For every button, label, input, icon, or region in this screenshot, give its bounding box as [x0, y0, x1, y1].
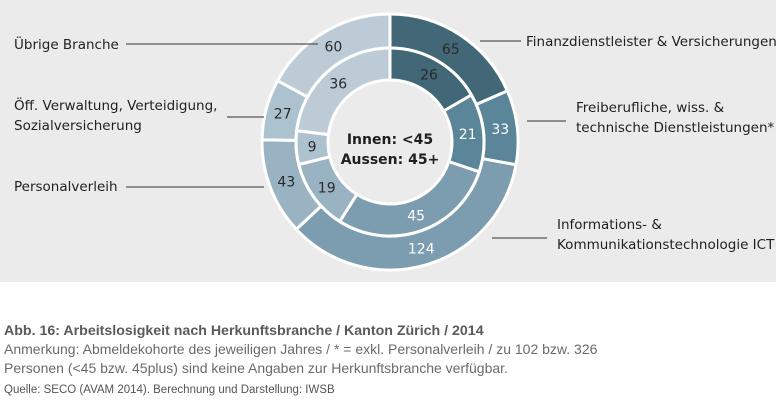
- category-label-verwaltung-line-1: Öff. Verwaltung, Verteidigung,: [14, 96, 217, 114]
- figure-caption: Abb. 16: Arbeitslosigkeit nach Herkunfts…: [4, 322, 772, 396]
- inner-value-freiberuflich: 21: [459, 127, 477, 143]
- inner-value-verwaltung: 9: [308, 140, 317, 156]
- outer-value-verwaltung: 27: [274, 107, 292, 123]
- center-label-inner: Innen: <45: [347, 132, 433, 148]
- category-label-verwaltung-line-2: Sozialversicherung: [14, 118, 142, 134]
- outer-value-finanz: 65: [442, 42, 460, 58]
- caption-title: Abb. 16: Arbeitslosigkeit nach Herkunfts…: [4, 323, 484, 339]
- inner-value-personalverleih: 19: [318, 181, 336, 197]
- category-label-freiberuflich-line-1: Freiberufliche, wiss. &: [576, 100, 725, 116]
- outer-ring: [260, 12, 520, 272]
- category-labels: Finanzdienstleister & Versicherungen Frei…: [14, 34, 776, 253]
- inner-slice-uebrige: [295, 46, 392, 137]
- inner-value-finanz: 26: [420, 67, 438, 83]
- chart-panel: 65 33 124 43 27 60 26 21 45 19 9 36 Finanzdienstlei…: [0, 0, 776, 282]
- caption-note-line-2: Personen (<45 bzw. 45plus) sind keine An…: [4, 360, 508, 376]
- category-label-personalverleih-line-1: Personalverleih: [14, 179, 118, 195]
- leader-lines: [126, 40, 566, 239]
- category-label-ict-line-2: Kommunikationstechnologie ICT: [557, 237, 775, 253]
- category-label-uebrige-line-1: Übrige Branche: [14, 35, 119, 53]
- outer-value-ict: 124: [408, 242, 435, 258]
- inner-value-ict: 45: [407, 208, 425, 224]
- outer-value-personalverleih: 43: [277, 175, 295, 191]
- center-label-outer: Aussen: 45+: [341, 152, 440, 168]
- double-donut-chart: 65 33 124 43 27 60 26 21 45 19 9 36 Finanzdienstlei…: [14, 12, 776, 272]
- outer-value-freiberuflich: 33: [491, 122, 509, 138]
- caption-note-line-1: Anmerkung: Abmeldekohorte des jeweiligen…: [4, 341, 598, 357]
- inner-ring: [294, 46, 486, 238]
- category-label-finanz-line-1: Finanzdienstleister & Versicherungen: [526, 34, 776, 50]
- category-label-freiberuflich-line-2: technische Dienstleistungen*: [576, 120, 775, 136]
- caption-source: Quelle: SECO (AVAM 2014). Berechnung und…: [4, 384, 335, 396]
- inner-value-uebrige: 36: [329, 77, 347, 93]
- category-label-ict-line-1: Informations- &: [557, 217, 662, 233]
- outer-value-uebrige: 60: [324, 40, 342, 56]
- value-labels: 65 33 124 43 27 60 26 21 45 19 9 36: [274, 40, 509, 258]
